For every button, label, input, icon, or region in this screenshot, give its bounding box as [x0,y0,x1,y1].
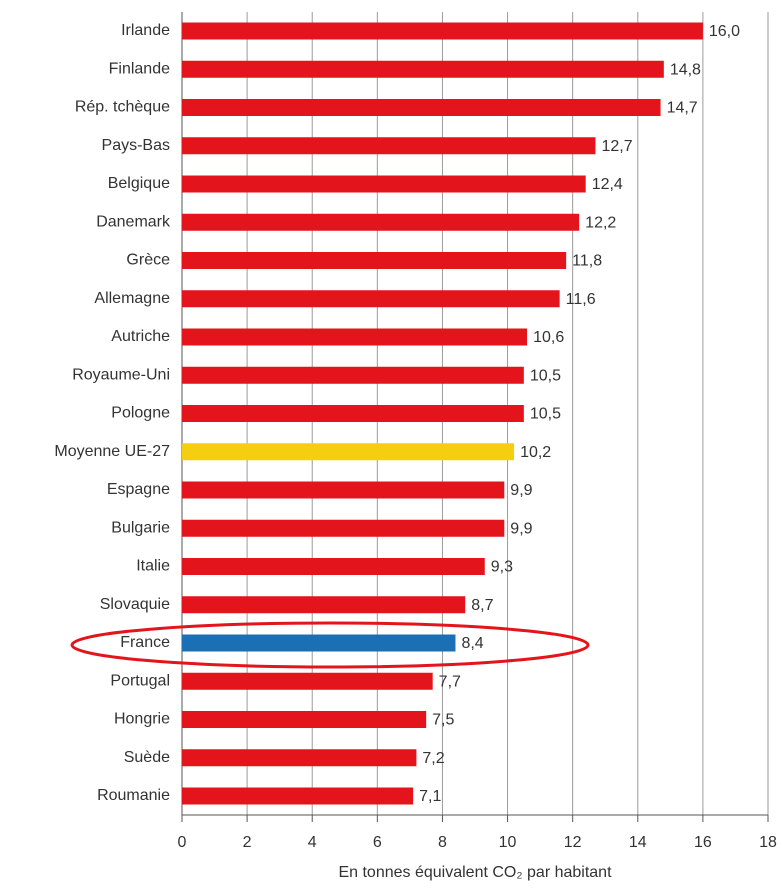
x-tick-label: 18 [759,834,777,851]
y-tick-label: Bulgarie [111,519,170,536]
bar [182,519,505,537]
bar [182,175,586,193]
x-tick-label: 12 [564,834,582,851]
value-label: 10,5 [530,367,561,384]
x-axis-label: En tonnes équivalent CO₂ par habitant [338,864,612,881]
value-label: 14,7 [667,100,698,117]
value-label: 7,5 [432,712,454,729]
y-tick-label: Allemagne [94,290,170,307]
value-label: 11,6 [566,291,596,308]
bar [182,481,505,499]
x-tick-label: 10 [499,834,517,851]
y-tick-label: Royaume-Uni [72,366,170,383]
value-label: 10,6 [533,329,564,346]
y-tick-label: Pologne [111,405,170,422]
value-label: 12,7 [601,138,632,155]
y-tick-label: Belgique [108,175,170,192]
y-tick-label: Italie [136,558,170,575]
y-tick-label: Autriche [111,328,170,345]
x-tick-label: 4 [308,834,317,851]
bar [182,252,567,269]
bar [182,634,456,652]
y-tick-label: Suède [124,749,170,766]
bar [182,137,596,155]
bar [182,405,524,422]
y-tick-label: Irlande [121,22,170,39]
bar [182,213,580,231]
y-tick-label: Moyenne UE-27 [54,443,170,460]
value-label: 8,7 [471,597,493,614]
value-label: 9,9 [510,482,532,499]
value-label: 9,3 [491,559,513,576]
y-tick-label: Danemark [96,213,171,230]
highlight-ellipse [70,621,590,669]
x-tick-label: 8 [438,834,447,851]
value-label: 14,8 [670,61,701,78]
bar [182,60,664,78]
bar [182,711,427,728]
y-tick-label: Espagne [107,481,170,498]
bar [182,99,661,116]
bar [182,328,528,346]
y-tick-label: Pays-Bas [102,137,170,154]
bar [182,596,466,614]
x-tick-label: 16 [694,834,712,851]
y-tick-label: Rép. tchèque [75,99,170,116]
value-label: 7,7 [439,673,461,690]
bar [182,290,560,308]
y-tick-label: Slovaquie [100,596,170,613]
y-tick-label: Hongrie [114,711,170,728]
x-tick-label: 14 [629,834,647,851]
y-tick-label: Portugal [110,672,170,689]
y-tick-label: France [120,634,170,651]
value-label: 16,0 [709,23,740,40]
bar [182,787,414,805]
value-label: 8,4 [461,635,483,652]
bar [182,22,703,40]
value-label: 12,2 [585,214,616,231]
bar [182,443,515,461]
value-label: 10,2 [520,444,551,461]
value-label: 10,5 [530,406,561,423]
x-tick-label: 0 [178,834,187,851]
bar [182,366,524,384]
bar [182,749,417,767]
y-tick-label: Roumanie [97,787,170,804]
value-label: 7,2 [422,750,444,767]
y-tick-label: Finlande [109,60,170,77]
x-tick-label: 2 [243,834,252,851]
bar [182,558,485,575]
x-tick-label: 6 [373,834,382,851]
bar [182,672,433,690]
value-label: 7,1 [419,788,441,805]
value-label: 9,9 [510,520,532,537]
value-label: 12,4 [592,176,623,193]
value-label: 11,8 [572,253,602,270]
y-tick-label: Grèce [126,252,170,269]
